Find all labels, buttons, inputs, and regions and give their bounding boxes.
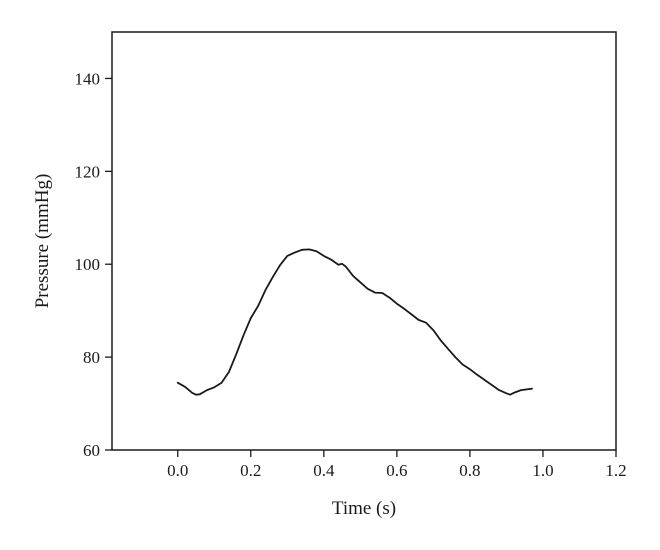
pressure-series-line xyxy=(176,248,533,396)
y-axis-title: Pressure (mmHg) xyxy=(32,174,53,309)
x-tick-label: 0.6 xyxy=(386,461,407,480)
y-axis-ticks: 60 80 100 120 140 xyxy=(75,69,112,460)
y-tick-label: 120 xyxy=(75,162,101,181)
x-axis-title: Time (s) xyxy=(332,498,396,519)
y-tick-label: 140 xyxy=(75,69,101,88)
y-tick-label: 60 xyxy=(83,441,100,460)
y-tick-label: 80 xyxy=(83,348,100,367)
x-tick-label: 0.2 xyxy=(240,461,261,480)
x-tick-label: 1.2 xyxy=(605,461,626,480)
x-tick-label: 0.4 xyxy=(313,461,335,480)
x-tick-label: 0.0 xyxy=(167,461,188,480)
x-tick-label: 1.0 xyxy=(532,461,553,480)
y-tick-label: 100 xyxy=(75,255,101,274)
x-axis-ticks: 0.0 0.2 0.4 0.6 0.8 1.0 1.2 xyxy=(167,450,627,480)
plot-frame xyxy=(111,31,617,451)
x-tick-label: 0.8 xyxy=(459,461,480,480)
series-layer xyxy=(176,248,533,396)
